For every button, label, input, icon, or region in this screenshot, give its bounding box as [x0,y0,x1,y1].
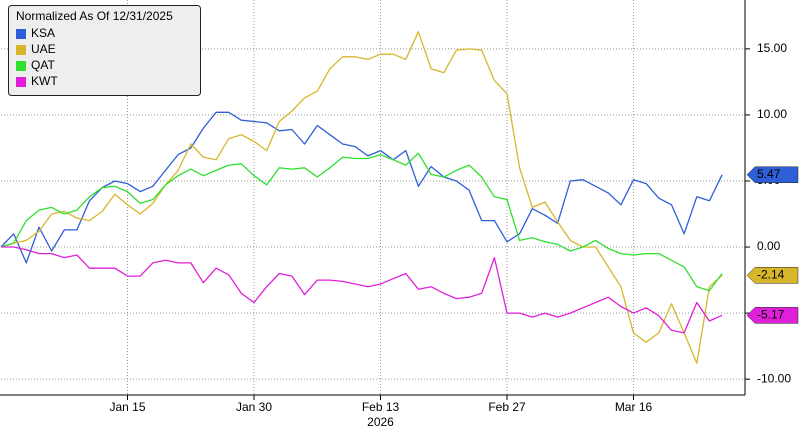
x-tick-label: Mar 16 [615,400,653,414]
x-tick-label: Jan 15 [109,400,145,414]
series-line [0,111,723,264]
x-tick-label: Jan 30 [236,400,272,414]
y-tick-label: 15.00 [757,41,787,55]
legend-swatch [16,45,26,55]
series-line [1,246,723,334]
end-label-box [746,307,799,324]
x-tick-label: Feb 27 [488,400,526,414]
end-label-box [746,166,799,184]
legend-label: KWT [31,74,58,88]
x-year-label: 2026 [367,415,394,429]
y-tick-label: 10.00 [757,107,787,121]
legend-label: KSA [31,26,55,40]
legend-swatch [16,61,26,71]
legend-label: UAE [31,42,56,56]
legend-title: Normalized As Of 12/31/2025 [16,9,173,23]
series-line [0,152,723,292]
x-tick-label: Feb 13 [362,400,400,414]
series-line [0,31,723,364]
legend-swatch [16,77,26,87]
y-tick-label: -10.00 [757,371,791,385]
end-label-box [746,267,799,284]
legend-swatch [16,29,26,39]
legend-box [8,5,201,96]
y-tick-label: 0.00 [757,239,781,253]
legend-label: QAT [31,58,55,72]
legend: Normalized As Of 12/31/2025 KSA UAE QAT KWT [8,5,201,96]
end-label: 5.47 [757,167,781,181]
end-label: -5.17 [757,308,785,322]
end-label: -2.14 [757,267,785,281]
